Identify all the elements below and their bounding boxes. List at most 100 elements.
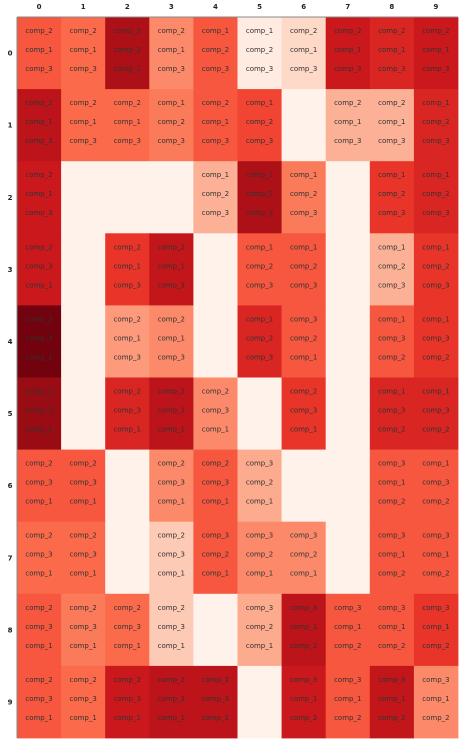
cell-label: comp_2 [246, 479, 273, 487]
heatmap-cell [193, 161, 238, 234]
cell-label: comp_2 [25, 243, 52, 251]
cell-label: comp_1 [246, 315, 273, 323]
cell-label: comp_3 [25, 623, 52, 631]
cell-label: comp_3 [378, 65, 405, 73]
cell-label: comp_3 [290, 315, 317, 323]
cell-label: comp_3 [202, 209, 229, 217]
cell-label: comp_1 [422, 623, 449, 631]
cell-label: comp_2 [69, 676, 96, 684]
cell-label: comp_2 [422, 27, 449, 35]
cell-label: comp_1 [334, 118, 361, 126]
heatmap-cell [325, 449, 371, 523]
cell-label: comp_3 [290, 532, 317, 540]
cell-label: comp_1 [25, 118, 52, 126]
cell-label: comp_3 [25, 65, 52, 73]
heatmap-cell [413, 305, 459, 378]
cell-label: comp_1 [158, 642, 185, 650]
x-tick-label: 0 [37, 3, 42, 11]
heatmap-cell [17, 89, 62, 162]
heatmap-cell [149, 161, 194, 234]
cell-label: comp_2 [246, 118, 273, 126]
heatmap-cell [105, 377, 150, 450]
heatmap-cell [61, 233, 106, 306]
cell-label: comp_1 [69, 570, 96, 578]
cell-label: comp_1 [378, 46, 405, 54]
heatmap-cell [369, 665, 415, 739]
cell-label: comp_1 [158, 570, 185, 578]
cell-label: comp_2 [422, 190, 449, 198]
cell-label: comp_1 [114, 334, 141, 342]
cell-label: comp_3 [114, 281, 141, 289]
cell-label: comp_1 [246, 171, 273, 179]
heatmap-cell [17, 17, 62, 90]
y-tick-label: 5 [8, 410, 13, 418]
cell-label: comp_3 [69, 623, 96, 631]
cell-label: comp_2 [25, 99, 52, 107]
cell-label: comp_2 [25, 315, 52, 323]
cell-label: comp_3 [290, 604, 317, 612]
heatmap-cell [413, 377, 459, 450]
cell-label: comp_3 [422, 407, 449, 415]
cell-label: comp_3 [114, 353, 141, 361]
heatmap-cell [413, 17, 459, 90]
heatmap-cell [237, 161, 282, 234]
cell-label: comp_2 [334, 642, 361, 650]
cell-label: comp_2 [202, 551, 229, 559]
cell-label: comp_1 [246, 99, 273, 107]
heatmap-cell [17, 377, 62, 450]
cell-label: comp_3 [378, 532, 405, 540]
heatmap-cell [237, 377, 282, 450]
cell-label: comp_3 [422, 676, 449, 684]
cell-label: comp_3 [422, 65, 449, 73]
cell-label: comp_1 [290, 46, 317, 54]
cell-label: comp_1 [25, 714, 52, 722]
cell-label: comp_3 [422, 334, 449, 342]
cell-label: comp_2 [69, 99, 96, 107]
heatmap-cell [17, 593, 62, 667]
cell-label: comp_2 [202, 190, 229, 198]
heatmap-cell [369, 449, 415, 523]
heatmap-cell [325, 305, 371, 378]
cell-label: comp_3 [202, 65, 229, 73]
cell-label: comp_3 [246, 532, 273, 540]
heatmap-cell [61, 377, 106, 450]
cell-label: comp_1 [246, 498, 273, 506]
cell-label: comp_1 [290, 171, 317, 179]
y-tick-label: 7 [8, 554, 13, 562]
cell-label: comp_1 [158, 714, 185, 722]
heatmap-cell [61, 449, 106, 523]
cell-label: comp_1 [25, 281, 52, 289]
cell-label: comp_3 [334, 604, 361, 612]
heatmap-cell [413, 233, 459, 306]
cell-label: comp_1 [202, 426, 229, 434]
cell-label: comp_2 [69, 460, 96, 468]
cell-label: comp_3 [25, 334, 52, 342]
cell-label: comp_2 [334, 99, 361, 107]
cell-label: comp_3 [378, 407, 405, 415]
heatmap-cell [17, 305, 62, 378]
cell-label: comp_3 [378, 281, 405, 289]
cell-label: comp_3 [202, 532, 229, 540]
heatmap-cell [105, 521, 150, 595]
cell-label: comp_2 [290, 642, 317, 650]
cell-label: comp_1 [422, 46, 449, 54]
cell-label: comp_3 [334, 676, 361, 684]
heatmap-cell [193, 89, 238, 162]
cell-label: comp_3 [114, 623, 141, 631]
heatmap-cell [413, 521, 459, 595]
cell-label: comp_1 [158, 99, 185, 107]
heatmap-cell [325, 89, 371, 162]
cell-label: comp_1 [69, 118, 96, 126]
cell-label: comp_1 [25, 642, 52, 650]
y-tick-label: 3 [8, 266, 13, 274]
cell-label: comp_2 [246, 551, 273, 559]
heatmap-cell [237, 593, 282, 667]
cell-label: comp_2 [290, 714, 317, 722]
y-tick-label: 0 [8, 50, 13, 58]
cell-label: comp_3 [158, 281, 185, 289]
x-tick-label: 8 [389, 3, 394, 11]
heatmap-cell [325, 377, 371, 450]
heatmap-cell [193, 665, 238, 739]
cell-label: comp_2 [25, 460, 52, 468]
cell-label: comp_2 [422, 570, 449, 578]
